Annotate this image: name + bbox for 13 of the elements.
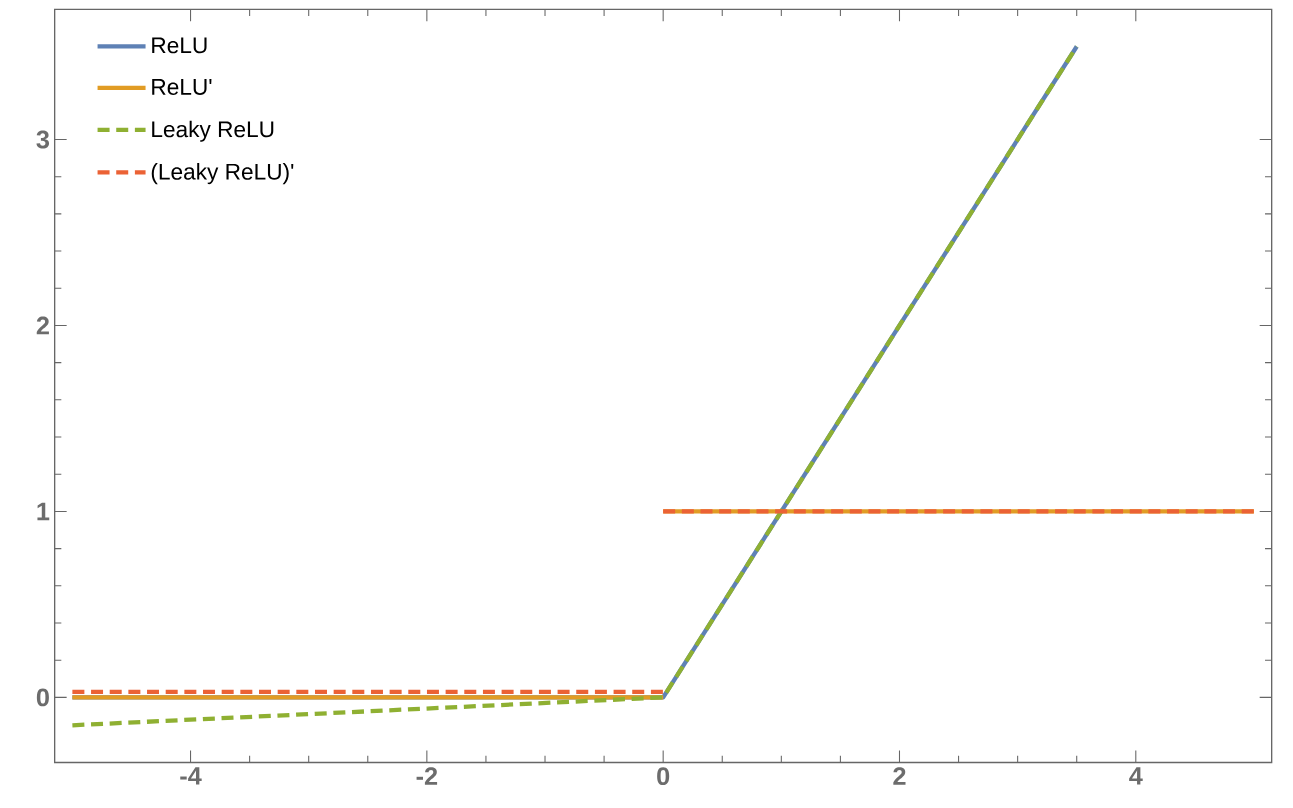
y-tick-label: 2 xyxy=(36,316,49,335)
legend-label: ReLU xyxy=(152,37,207,54)
x-tick-label: -4 xyxy=(180,767,202,785)
legend-label: Leaky ReLU xyxy=(152,120,274,142)
legend-label: ReLU' xyxy=(152,79,212,96)
legend-label: (Leaky ReLU)' xyxy=(151,163,294,185)
x-tick-label: 2 xyxy=(893,767,906,785)
x-tick-label: -2 xyxy=(416,767,438,785)
y-tick-label: 0 xyxy=(36,688,49,707)
x-tick-label: 4 xyxy=(1129,767,1143,785)
x-tick-label: 0 xyxy=(657,767,670,786)
y-tick-label: 3 xyxy=(36,130,50,149)
y-tick-label: 1 xyxy=(37,502,50,521)
